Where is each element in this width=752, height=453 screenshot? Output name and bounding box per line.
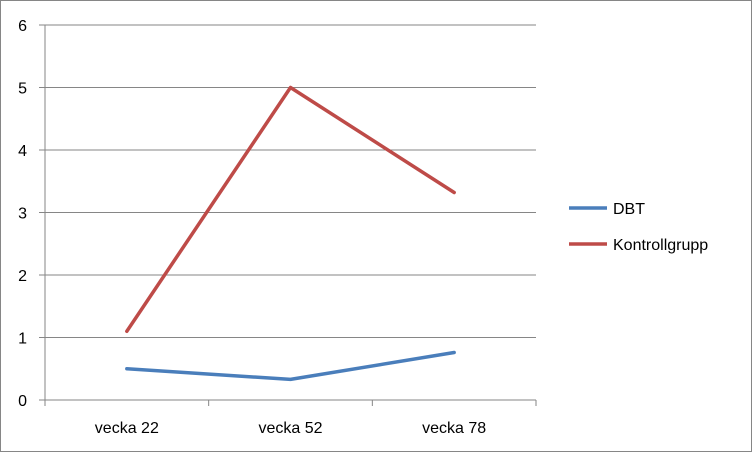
x-tick-label: vecka 52 xyxy=(258,420,322,437)
y-tick-label: 4 xyxy=(18,143,27,160)
y-tick-label: 5 xyxy=(18,81,27,98)
y-tick-label: 0 xyxy=(18,393,27,410)
axes xyxy=(39,24,537,406)
series-line xyxy=(125,85,456,333)
y-tick-labels: 0 1 2 3 4 5 6 xyxy=(18,18,27,410)
y-tick-label: 3 xyxy=(18,206,27,223)
x-tick-label: vecka 22 xyxy=(95,420,159,437)
series-line xyxy=(125,350,456,382)
y-tick-label: 6 xyxy=(18,18,27,35)
series-lines xyxy=(125,85,456,382)
legend-label: Kontrollgrupp xyxy=(613,237,708,254)
x-tick-labels: vecka 22 vecka 52 vecka 78 xyxy=(95,420,486,437)
legend-label: DBT xyxy=(613,201,645,218)
x-tick-label: vecka 78 xyxy=(422,420,486,437)
gridlines xyxy=(45,24,536,338)
legend: DBT Kontrollgrupp xyxy=(569,201,708,254)
y-tick-label: 1 xyxy=(18,331,27,348)
y-tick-label: 2 xyxy=(18,268,27,285)
